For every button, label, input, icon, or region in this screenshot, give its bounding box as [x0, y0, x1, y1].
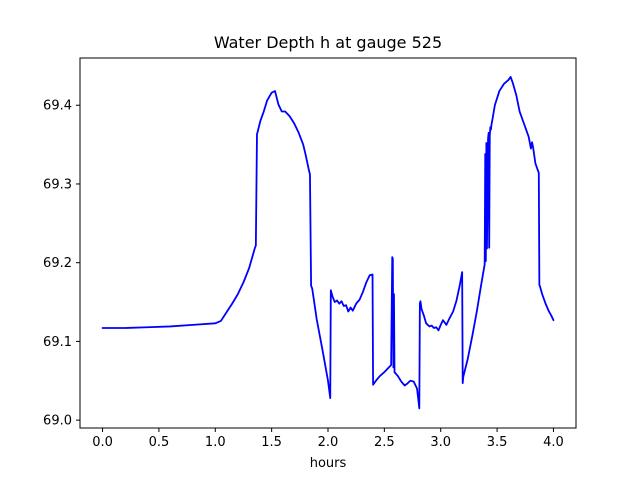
- y-tick-label: 69.4: [43, 99, 72, 114]
- plot-area: [80, 58, 576, 428]
- y-tick-label: 69.1: [43, 335, 72, 350]
- x-tick-label: 4.0: [543, 435, 564, 450]
- series-line: [101, 75, 555, 410]
- x-tick-label: 1.0: [205, 435, 226, 450]
- y-tick-label: 69.0: [43, 414, 72, 429]
- y-tick-label: 69.2: [43, 256, 72, 271]
- x-tick-label: 0.0: [92, 435, 113, 450]
- x-tick-label: 2.0: [318, 435, 339, 450]
- x-tick-label: 2.5: [374, 435, 395, 450]
- chart-title: Water Depth h at gauge 525: [214, 33, 442, 52]
- y-tick-label: 69.3: [43, 177, 72, 192]
- x-axis-ticks: 0.0 0.5 1.0 1.5 2.0 2.5 3.0 3.5 4.0: [92, 428, 564, 450]
- x-tick-label: 1.5: [261, 435, 282, 450]
- x-tick-label: 3.5: [487, 435, 508, 450]
- plot-frame: [79, 57, 577, 429]
- series-layer: [101, 75, 555, 410]
- x-tick-label: 3.0: [430, 435, 451, 450]
- x-axis-label: hours: [310, 456, 347, 471]
- y-axis-ticks: 69.0 69.1 69.2 69.3 69.4: [43, 99, 80, 429]
- x-tick-label: 0.5: [149, 435, 170, 450]
